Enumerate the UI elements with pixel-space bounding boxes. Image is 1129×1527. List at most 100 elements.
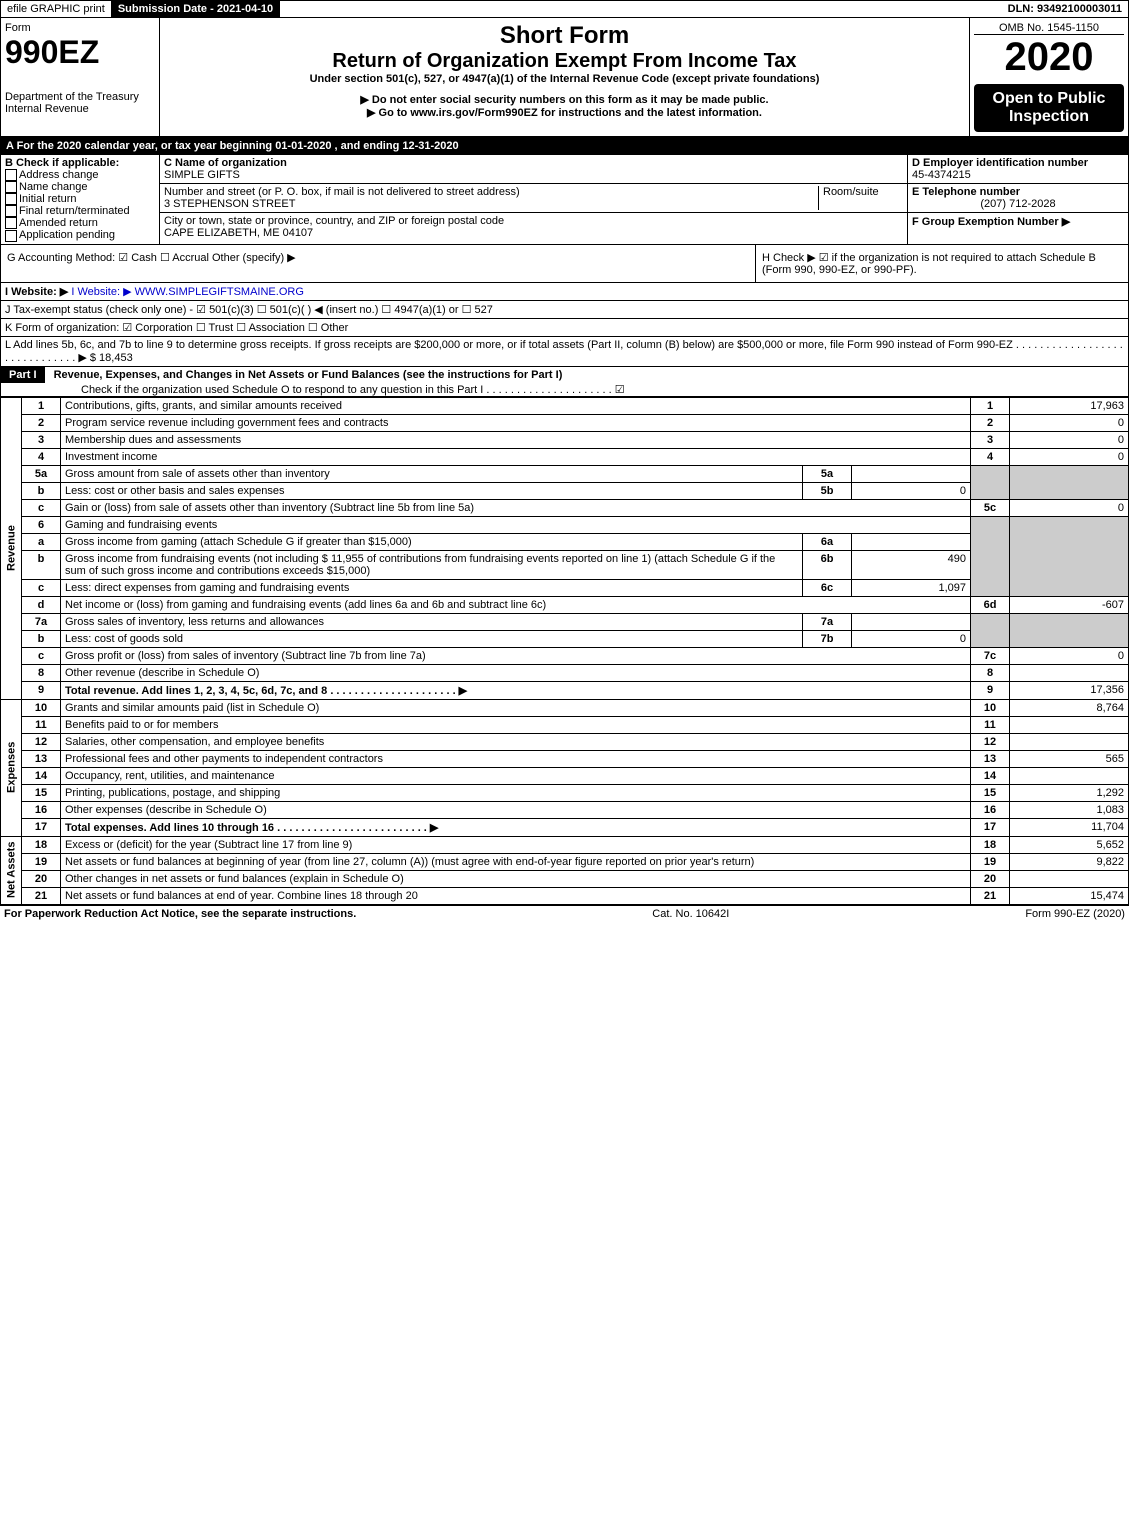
line-7a-num: 7a <box>22 613 61 630</box>
submission-date: Submission Date - 2021-04-10 <box>112 1 280 17</box>
expenses-section-label: Expenses <box>1 699 22 836</box>
line-6d-num: d <box>22 596 61 613</box>
part1-label: Part I <box>1 367 45 383</box>
street-address: 3 STEPHENSON STREET <box>164 198 818 210</box>
form-of-organization: K Form of organization: ☑ Corporation ☐ … <box>0 319 1129 337</box>
line-6d-text: Net income or (loss) from gaming and fun… <box>61 596 971 613</box>
line-4-text: Investment income <box>61 448 971 465</box>
line-7a-text: Gross sales of inventory, less returns a… <box>61 613 803 630</box>
tax-period: A For the 2020 calendar year, or tax yea… <box>0 137 1129 155</box>
line-21-num: 21 <box>22 887 61 904</box>
line-13-text: Professional fees and other payments to … <box>61 750 971 767</box>
line-7c-amount: 0 <box>1010 647 1129 664</box>
line-21-col: 21 <box>971 887 1010 904</box>
form-version: Form 990-EZ (2020) <box>1025 908 1125 920</box>
line-8-amount <box>1010 664 1129 681</box>
line-7c-num: c <box>22 647 61 664</box>
line-20-text: Other changes in net assets or fund bala… <box>61 870 971 887</box>
org-name-label: C Name of organization <box>164 157 903 169</box>
line-15-text: Printing, publications, postage, and shi… <box>61 784 971 801</box>
check-name-change[interactable]: Name change <box>5 181 155 193</box>
line-21-text: Net assets or fund balances at end of ye… <box>61 887 971 904</box>
check-amended-return[interactable]: Amended return <box>5 217 155 229</box>
line-6-text: Gaming and fundraising events <box>61 516 971 533</box>
line-9-text: Total revenue. Add lines 1, 2, 3, 4, 5c,… <box>61 681 971 699</box>
line-6c-num: c <box>22 579 61 596</box>
line-5a-subcol: 5a <box>803 465 852 482</box>
line-10-text: Grants and similar amounts paid (list in… <box>61 699 971 716</box>
website-link[interactable]: I Website: ▶ WWW.SIMPLEGIFTSMAINE.ORG <box>71 286 304 298</box>
line-17-num: 17 <box>22 818 61 836</box>
line-8-text: Other revenue (describe in Schedule O) <box>61 664 971 681</box>
line-1-num: 1 <box>22 397 61 414</box>
entity-info: B Check if applicable: Address change Na… <box>0 155 1129 245</box>
return-title: Return of Organization Exempt From Incom… <box>164 50 965 73</box>
line-6c-subamt: 1,097 <box>852 579 971 596</box>
line-16-text: Other expenses (describe in Schedule O) <box>61 801 971 818</box>
room-suite-label: Room/suite <box>818 186 903 210</box>
line-5c-num: c <box>22 499 61 516</box>
line-6a-text: Gross income from gaming (attach Schedul… <box>61 533 803 550</box>
line-12-text: Salaries, other compensation, and employ… <box>61 733 971 750</box>
phone-value: (207) 712-2028 <box>912 198 1124 210</box>
line-5a-subamt <box>852 465 971 482</box>
line-10-col: 10 <box>971 699 1010 716</box>
line-5a-num: 5a <box>22 465 61 482</box>
line-17-text: Total expenses. Add lines 10 through 16 … <box>61 818 971 836</box>
accounting-method: G Accounting Method: ☑ Cash ☐ Accrual Ot… <box>1 245 755 282</box>
dept-treasury: Department of the Treasury <box>5 91 155 103</box>
line-11-text: Benefits paid to or for members <box>61 716 971 733</box>
city-label: City or town, state or province, country… <box>164 215 903 227</box>
line-6a-num: a <box>22 533 61 550</box>
line-6c-subcol: 6c <box>803 579 852 596</box>
efile-label: efile GRAPHIC print <box>1 1 112 17</box>
line-4-num: 4 <box>22 448 61 465</box>
line-7b-subamt: 0 <box>852 630 971 647</box>
ssn-warning: ▶ Do not enter social security numbers o… <box>164 93 965 106</box>
line-16-num: 16 <box>22 801 61 818</box>
line-13-amount: 565 <box>1010 750 1129 767</box>
part1-table: Revenue 1 Contributions, gifts, grants, … <box>0 397 1129 905</box>
line-5c-amount: 0 <box>1010 499 1129 516</box>
line-14-col: 14 <box>971 767 1010 784</box>
dln: DLN: 93492100003011 <box>1002 1 1128 17</box>
box-b-label: B Check if applicable: <box>5 157 155 169</box>
line-1-col: 1 <box>971 397 1010 414</box>
check-final-return[interactable]: Final return/terminated <box>5 205 155 217</box>
line-6-num: 6 <box>22 516 61 533</box>
check-address-change[interactable]: Address change <box>5 169 155 181</box>
goto-link[interactable]: ▶ Go to www.irs.gov/Form990EZ for instru… <box>164 106 965 119</box>
page-footer: For Paperwork Reduction Act Notice, see … <box>0 905 1129 922</box>
line-15-col: 15 <box>971 784 1010 801</box>
line-18-text: Excess or (deficit) for the year (Subtra… <box>61 836 971 853</box>
line-6b-subamt: 490 <box>852 550 971 579</box>
line-6b-num: b <box>22 550 61 579</box>
line-6d-col: 6d <box>971 596 1010 613</box>
form-header: Form 990EZ Department of the Treasury In… <box>0 18 1129 137</box>
line-11-col: 11 <box>971 716 1010 733</box>
line-7b-text: Less: cost of goods sold <box>61 630 803 647</box>
omb-number: OMB No. 1545-1150 <box>974 22 1124 35</box>
line-14-num: 14 <box>22 767 61 784</box>
line-5b-subamt: 0 <box>852 482 971 499</box>
line-14-text: Occupancy, rent, utilities, and maintena… <box>61 767 971 784</box>
line-18-col: 18 <box>971 836 1010 853</box>
line-21-amount: 15,474 <box>1010 887 1129 904</box>
line-14-amount <box>1010 767 1129 784</box>
line-11-num: 11 <box>22 716 61 733</box>
line-2-text: Program service revenue including govern… <box>61 414 971 431</box>
open-public-inspection: Open to Public Inspection <box>974 84 1124 132</box>
line-8-num: 8 <box>22 664 61 681</box>
line-19-num: 19 <box>22 853 61 870</box>
line-9-num: 9 <box>22 681 61 699</box>
line-19-col: 19 <box>971 853 1010 870</box>
form-label: Form <box>5 22 155 34</box>
check-initial-return[interactable]: Initial return <box>5 193 155 205</box>
line-12-col: 12 <box>971 733 1010 750</box>
line-11-amount <box>1010 716 1129 733</box>
line-7b-subcol: 7b <box>803 630 852 647</box>
check-application-pending[interactable]: Application pending <box>5 229 155 241</box>
line-3-text: Membership dues and assessments <box>61 431 971 448</box>
line-18-amount: 5,652 <box>1010 836 1129 853</box>
city-state-zip: CAPE ELIZABETH, ME 04107 <box>164 227 903 239</box>
